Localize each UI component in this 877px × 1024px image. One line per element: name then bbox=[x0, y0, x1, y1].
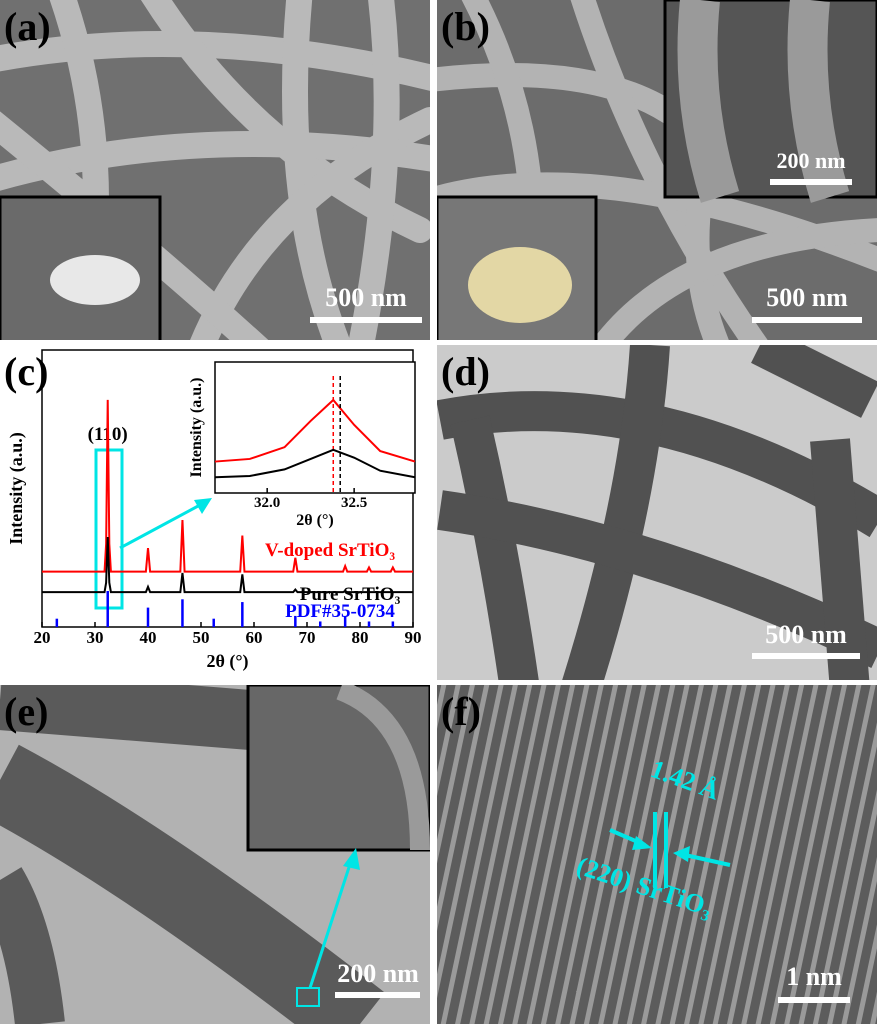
panel-label: (e) bbox=[4, 689, 48, 734]
arrow-head bbox=[194, 498, 212, 514]
x-tick-label: 60 bbox=[246, 628, 263, 647]
x-tick-label: 40 bbox=[140, 628, 157, 647]
x-tick-label: 32.0 bbox=[254, 495, 280, 511]
scale-bar-label: 500 nm bbox=[765, 620, 847, 649]
micrograph-a bbox=[0, 0, 430, 340]
micrograph-d bbox=[437, 345, 877, 680]
arrow bbox=[119, 503, 201, 550]
scale-bar-label: 200 nm bbox=[776, 148, 845, 173]
y-axis-label: Intensity (a.u.) bbox=[6, 432, 27, 545]
series-label: PDF#35-0734 bbox=[285, 601, 395, 622]
scale-bars bbox=[310, 179, 862, 1003]
x-tick-label: 50 bbox=[193, 628, 210, 647]
series-line bbox=[214, 448, 416, 479]
x-tick-label: 80 bbox=[352, 628, 369, 647]
series-label: V-doped SrTiO₃ bbox=[265, 540, 395, 561]
series-line bbox=[214, 398, 416, 463]
scale-bar-label: 500 nm bbox=[766, 283, 848, 312]
y-axis-label: Intensity (a.u.) bbox=[188, 377, 205, 477]
micrograph-e bbox=[0, 685, 430, 1024]
scale-bar-label: 500 nm bbox=[325, 283, 407, 312]
panel-label: (d) bbox=[441, 349, 490, 394]
scale-bar-label: 1 nm bbox=[786, 962, 842, 991]
panel-label: (b) bbox=[441, 4, 490, 49]
series-line bbox=[42, 399, 413, 573]
x-tick-label: 90 bbox=[405, 628, 422, 647]
panel-label: (f) bbox=[441, 689, 481, 734]
micrograph-f bbox=[437, 685, 877, 1024]
series-line bbox=[42, 536, 413, 594]
x-tick-label: 30 bbox=[87, 628, 104, 647]
micrograph-b bbox=[437, 0, 877, 340]
x-tick-label: 20 bbox=[34, 628, 51, 647]
x-axis-label: 2θ (°) bbox=[206, 651, 248, 672]
plot-frame bbox=[214, 361, 416, 494]
scale-bar-label: 200 nm bbox=[337, 959, 419, 988]
panel-label: (c) bbox=[4, 349, 48, 394]
x-tick-label: 32.5 bbox=[341, 495, 367, 511]
x-tick-label: 70 bbox=[299, 628, 316, 647]
series-label: Pure SrTiO₃ bbox=[300, 584, 401, 605]
x-axis-label: 2θ (°) bbox=[296, 512, 333, 529]
panel-label: (a) bbox=[4, 4, 51, 49]
